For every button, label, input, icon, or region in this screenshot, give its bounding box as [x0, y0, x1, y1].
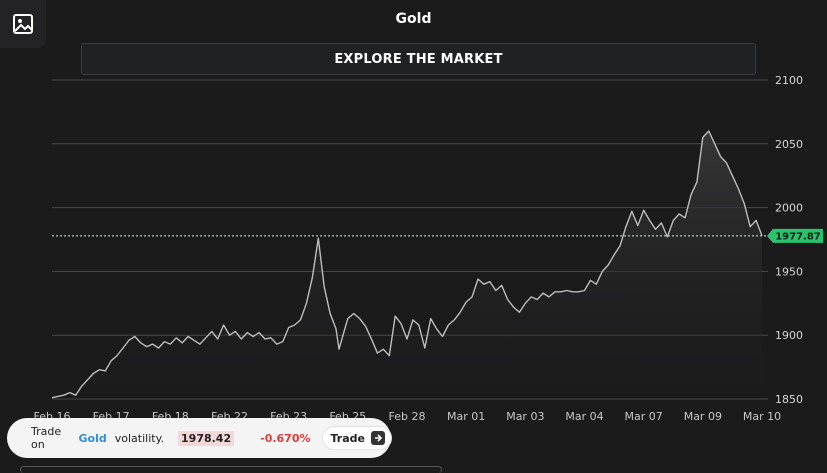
y-tick-label: 2100	[775, 74, 803, 87]
image-icon[interactable]	[0, 0, 46, 48]
trade-change: -0.670%	[260, 431, 311, 445]
trade-button[interactable]: Trade	[322, 427, 391, 449]
arrow-right-icon	[371, 431, 385, 445]
area-fill-layer	[52, 131, 762, 399]
last-price-layer: 1977.87	[52, 228, 823, 243]
price-series-line	[51, 130, 763, 399]
image-icon-svg	[13, 14, 33, 34]
last-price-label: 1977.87	[775, 231, 821, 242]
explore-market-button[interactable]: EXPLORE THE MARKET	[81, 43, 756, 75]
x-tick-label: Mar 01	[447, 410, 485, 423]
x-tick-label: Mar 03	[506, 410, 544, 423]
y-tick-label: 2000	[775, 202, 803, 215]
x-tick-label: Mar 04	[565, 410, 603, 423]
trade-suffix: volatility.	[114, 431, 165, 445]
price-area-fill	[52, 131, 762, 399]
x-tick-label: Mar 07	[625, 410, 663, 423]
trade-bar: Trade on Gold volatility. 1978.42 -0.670…	[7, 418, 391, 458]
trade-prefix: Trade on	[31, 425, 62, 451]
y-tick-label: 1900	[775, 329, 803, 342]
x-tick-label: Feb 28	[389, 410, 426, 423]
series-line-layer	[51, 130, 763, 399]
x-tick-label: Mar 10	[743, 410, 781, 423]
trade-button-label: Trade	[330, 431, 365, 445]
trade-price: 1978.42	[178, 430, 235, 446]
y-tick-label: 1950	[775, 265, 803, 278]
chart-title: Gold	[395, 11, 432, 27]
y-tick-label: 1850	[775, 393, 803, 406]
last-price-badge	[767, 228, 823, 243]
y-axis-ticks: 1850 1900 1950 2000 2050 2100	[775, 74, 803, 406]
y-tick-label: 2050	[775, 138, 803, 151]
x-tick-label: Mar 09	[684, 410, 722, 423]
trade-asset-link[interactable]: Gold	[78, 431, 107, 445]
